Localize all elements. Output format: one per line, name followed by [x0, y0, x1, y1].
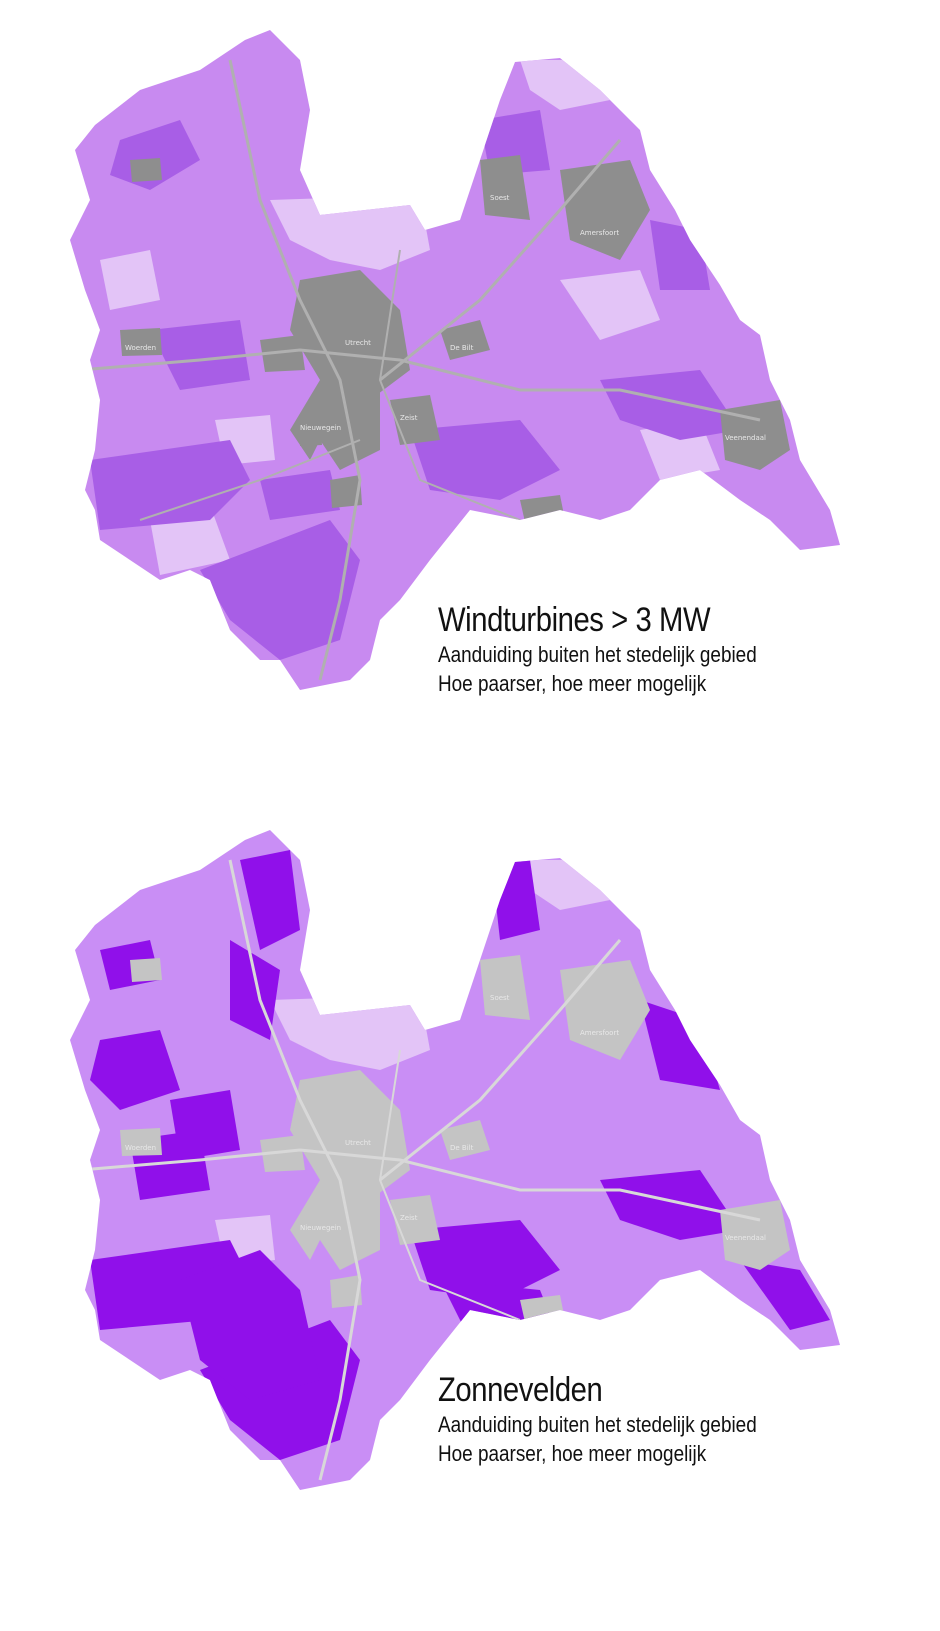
solar-map: Utrecht Amersfoort Zeist Nieuwegein Veen…: [70, 830, 840, 1490]
label-zeist-2: Zeist: [400, 1214, 418, 1222]
label-soest: Soest: [490, 194, 510, 202]
solar-title: Zonnevelden: [438, 1371, 603, 1409]
wind-caption: Windturbines > 3 MW Aanduiding buiten he…: [438, 600, 809, 698]
wind-map-panel: Utrecht Amersfoort Zeist Nieuwegein Veen…: [0, 0, 940, 760]
label-veenendaal: Veenendaal: [725, 434, 766, 442]
label-woerden: Woerden: [125, 344, 156, 352]
wind-title: Windturbines > 3 MW: [438, 601, 711, 639]
label-soest-2: Soest: [490, 994, 510, 1002]
label-nieuwegein: Nieuwegein: [300, 424, 341, 432]
solar-map-panel: Utrecht Amersfoort Zeist Nieuwegein Veen…: [0, 820, 940, 1560]
label-zeist: Zeist: [400, 414, 418, 422]
label-veenendaal-2: Veenendaal: [725, 1234, 766, 1242]
label-amersfoort-2: Amersfoort: [580, 1029, 619, 1037]
label-woerden-2: Woerden: [125, 1144, 156, 1152]
solar-line-1: Aanduiding buiten het stedelijk gebied: [438, 1412, 757, 1437]
solar-line-2: Hoe paarser, hoe meer mogelijk: [438, 1441, 707, 1466]
wind-line-1: Aanduiding buiten het stedelijk gebied: [438, 642, 757, 667]
solar-caption: Zonnevelden Aanduiding buiten het stedel…: [438, 1370, 809, 1468]
wind-map: Utrecht Amersfoort Zeist Nieuwegein Veen…: [70, 30, 840, 690]
wind-line-2: Hoe paarser, hoe meer mogelijk: [438, 671, 707, 696]
label-utrecht-2: Utrecht: [345, 1139, 371, 1147]
label-de-bilt-2: De Bilt: [450, 1144, 474, 1152]
label-amersfoort: Amersfoort: [580, 229, 619, 237]
label-utrecht: Utrecht: [345, 339, 371, 347]
label-de-bilt: De Bilt: [450, 344, 474, 352]
label-nieuwegein-2: Nieuwegein: [300, 1224, 341, 1232]
